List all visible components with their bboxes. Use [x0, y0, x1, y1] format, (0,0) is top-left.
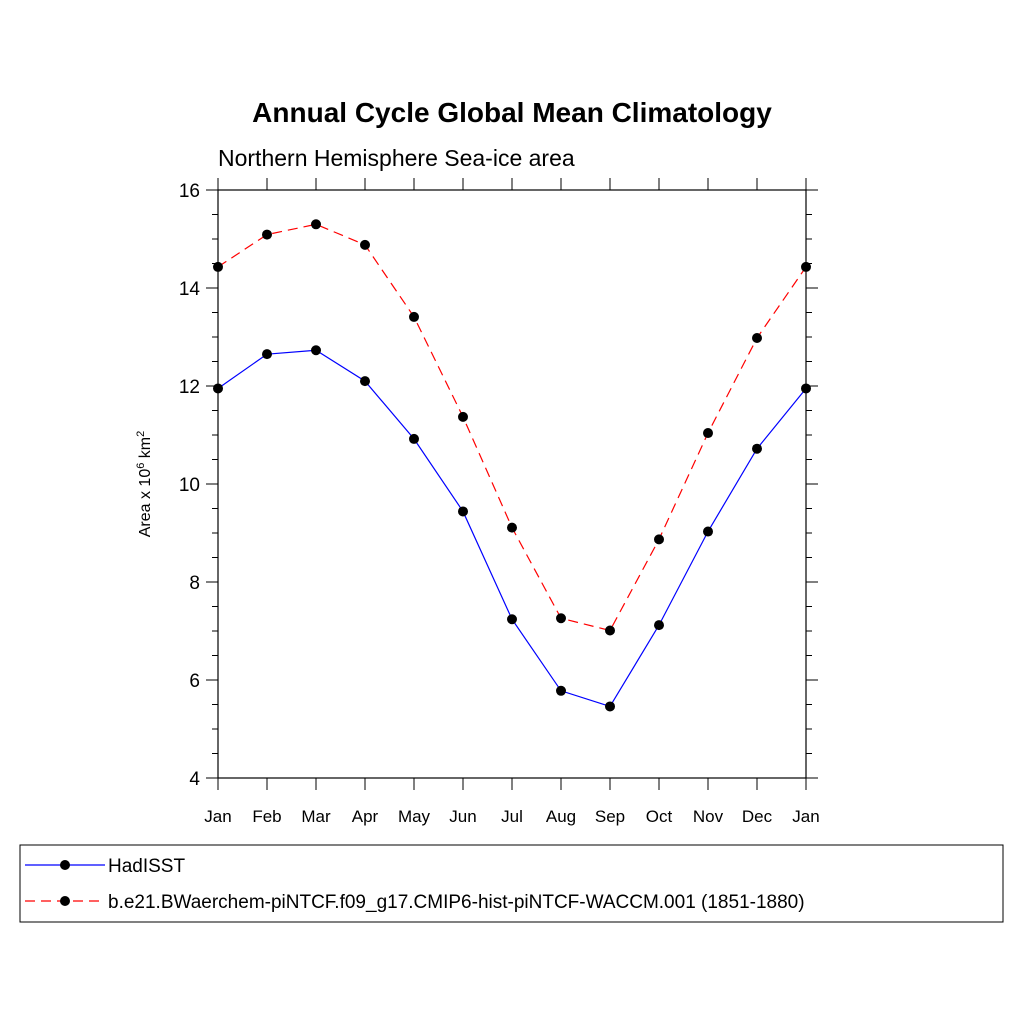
chart-subtitle: Northern Hemisphere Sea-ice area [218, 145, 575, 171]
y-tick-label: 12 [179, 377, 200, 398]
y-axis-label-unit: km [137, 437, 154, 463]
y-axis-label-exponent: 6 [135, 463, 147, 469]
series-0-point [654, 620, 664, 631]
series-1-point [801, 261, 811, 272]
legend-label-1: b.e21.BWaerchem-piNTCF.f09_g17.CMIP6-his… [108, 892, 805, 913]
x-tick-label: Nov [693, 807, 724, 826]
series-0-point [801, 383, 811, 394]
series-1-point [752, 332, 762, 343]
series-1-point [360, 239, 370, 250]
y-tick-label: 10 [179, 475, 200, 496]
y-tick-label: 16 [179, 181, 200, 202]
series-1-point [213, 261, 223, 272]
series-0-point [458, 506, 468, 517]
x-tick-label: Oct [646, 807, 673, 826]
x-tick-label: Jul [501, 807, 523, 826]
series-0-point [703, 526, 713, 537]
x-tick-label: Jan [204, 807, 231, 826]
x-tick-label: Aug [546, 807, 576, 826]
x-tick-label: Jun [449, 807, 476, 826]
series-1-point [654, 534, 664, 545]
series-1-point [311, 219, 321, 230]
x-tick-label: Feb [252, 807, 281, 826]
y-axis-label: Area x 106 km2 [135, 431, 154, 538]
x-tick-label: Jan [792, 807, 819, 826]
legend-marker-0 [60, 860, 70, 870]
series-1-point [605, 625, 615, 636]
series-0-point [213, 383, 223, 394]
x-tick-label: Sep [595, 807, 625, 826]
x-axis: Jan Feb Mar Apr May Jun Jul Aug Sep Oct Nov Dec Jan [204, 178, 820, 826]
y-axis-label-main: Area x 10 [137, 469, 154, 538]
x-tick-label: Dec [742, 807, 773, 826]
series-0-point [262, 349, 272, 360]
y-tick-label: 6 [189, 671, 200, 692]
x-tick-label: May [398, 807, 431, 826]
chart-title: Annual Cycle Global Mean Climatology [252, 97, 772, 128]
series-0-point [556, 685, 566, 696]
x-tick-label: Mar [301, 807, 331, 826]
series-1-point [507, 522, 517, 533]
series-line-1 [217, 223, 807, 632]
series-0-point [752, 443, 762, 454]
legend: HadISST b.e21.BWaerchem-piNTCF.f09_g17.CM… [19, 844, 1004, 923]
legend-box [19, 844, 1004, 923]
series-0-point [409, 433, 419, 444]
y-axis: 4 6 8 10 12 14 16 [179, 181, 818, 790]
series-1-point [556, 613, 566, 624]
y-axis-label-unit-exponent: 2 [135, 431, 147, 437]
series-1-point [409, 311, 419, 322]
legend-marker-1 [60, 896, 70, 906]
legend-label-0: HadISST [108, 856, 185, 877]
series-1-point [458, 411, 468, 422]
series-1-point [262, 229, 272, 240]
series-0-point [605, 701, 615, 712]
plot-frame [217, 189, 807, 779]
y-tick-label: 14 [179, 279, 201, 300]
series-layer [213, 219, 811, 712]
y-tick-label: 8 [189, 573, 200, 594]
series-0-point [507, 614, 517, 625]
x-tick-label: Apr [352, 807, 379, 826]
series-1-point [703, 428, 713, 439]
y-tick-label: 4 [189, 769, 200, 790]
series-0-point [360, 376, 370, 387]
series-0-point [311, 345, 321, 356]
